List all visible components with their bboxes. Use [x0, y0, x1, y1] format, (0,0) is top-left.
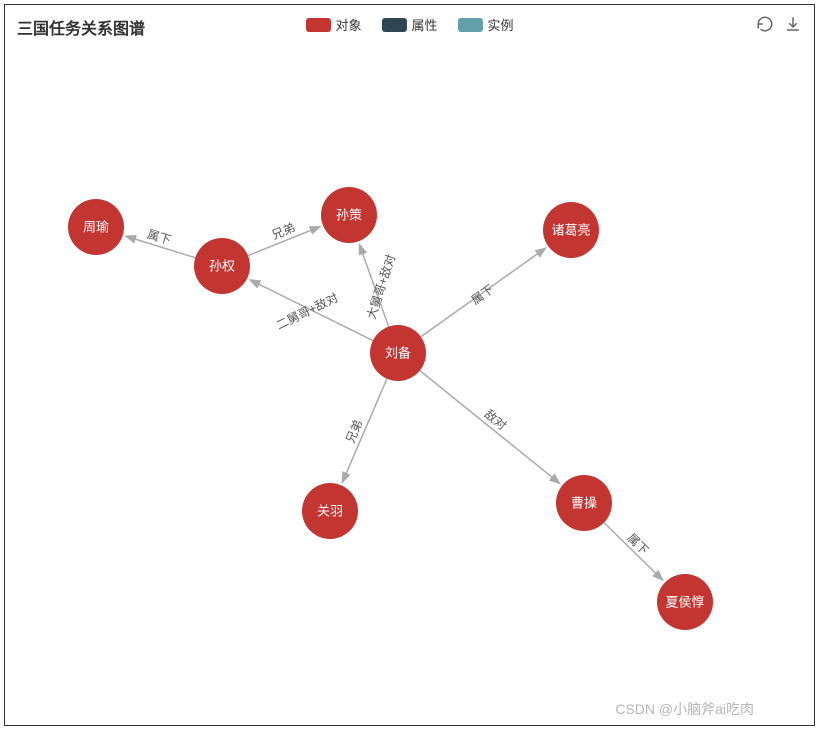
node-circle-liubei[interactable] — [370, 325, 426, 381]
node-circle-sunce[interactable] — [321, 187, 377, 243]
edge-label-liubei-sunce: 大舅哥+敌对 — [363, 252, 398, 320]
edge-label-sunquan-sunce: 兄弟 — [270, 220, 298, 242]
node-guanyu[interactable]: 关羽 — [302, 483, 358, 539]
node-liubei[interactable]: 刘备 — [370, 325, 426, 381]
node-zhouyu[interactable]: 周瑜 — [68, 199, 124, 255]
edge-liubei-caocao — [420, 371, 560, 484]
node-caocao[interactable]: 曹操 — [556, 475, 612, 531]
node-circle-xiahoudun[interactable] — [657, 574, 713, 630]
chart-container: 三国任务关系图谱 对象 属性 实例 — [4, 4, 815, 726]
edge-label-caocao-xiahoudun: 属下 — [624, 531, 651, 558]
edge-label-liubei-caocao: 敌对 — [482, 406, 510, 433]
node-circle-guanyu[interactable] — [302, 483, 358, 539]
node-circle-zhugeliang[interactable] — [543, 202, 599, 258]
node-sunquan[interactable]: 孙权 — [194, 238, 250, 294]
node-sunce[interactable]: 孙策 — [321, 187, 377, 243]
node-xiahoudun[interactable]: 夏侯惇 — [657, 574, 713, 630]
nodes-group: 刘备 孙策孙权 周瑜 诸葛亮关羽 曹操夏侯惇 — [68, 187, 713, 630]
node-circle-zhouyu[interactable] — [68, 199, 124, 255]
edge-label-liubei-guanyu: 兄弟 — [343, 418, 365, 446]
graph-svg: 大舅哥+敌对二舅哥+敌对兄弟属下属下兄弟敌对属下 刘备孙策孙权周瑜诸葛亮关羽曹操… — [5, 5, 814, 725]
node-circle-caocao[interactable] — [556, 475, 612, 531]
node-circle-sunquan[interactable] — [194, 238, 250, 294]
node-zhugeliang[interactable]: 诸葛亮 — [543, 202, 599, 258]
